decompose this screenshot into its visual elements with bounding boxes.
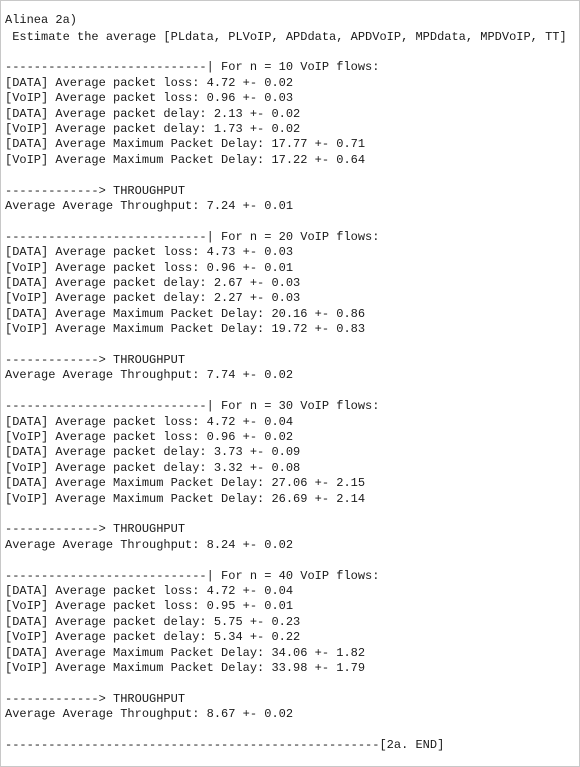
result-line: [VoIP] Average packet loss: 0.96 +- 0.03 — [5, 91, 294, 106]
section-header: ----------------------------| For n = 10… — [5, 60, 380, 75]
result-line: [VoIP] Average packet delay: 1.73 +- 0.0… — [5, 121, 301, 136]
throughput-header: -------------> THROUGHPUT — [5, 352, 186, 367]
section-header: ----------------------------| For n = 20… — [5, 229, 380, 244]
result-line: [DATA] Average packet delay: 2.67 +- 0.0… — [5, 275, 301, 290]
subtitle: Estimate the average [PLdata, PLVoIP, AP… — [5, 30, 567, 44]
throughput-header: -------------> THROUGHPUT — [5, 183, 186, 198]
throughput-header: -------------> THROUGHPUT — [5, 522, 186, 537]
result-line: [DATA] Average packet delay: 2.13 +- 0.0… — [5, 106, 301, 121]
throughput-header: -------------> THROUGHPUT — [5, 691, 186, 706]
result-line: [VoIP] Average Maximum Packet Delay: 19.… — [5, 322, 366, 337]
result-line: [DATA] Average packet loss: 4.72 +- 0.02 — [5, 75, 294, 90]
result-line: [DATA] Average Maximum Packet Delay: 34.… — [5, 645, 366, 660]
footer: ----------------------------------------… — [5, 737, 445, 752]
result-line: [DATA] Average Maximum Packet Delay: 17.… — [5, 137, 366, 152]
result-line: [DATA] Average packet delay: 3.73 +- 0.0… — [5, 445, 301, 460]
result-line: [VoIP] Average packet delay: 5.34 +- 0.2… — [5, 630, 301, 645]
throughput-line: Average Average Throughput: 7.24 +- 0.01 — [5, 198, 294, 213]
throughput-line: Average Average Throughput: 8.67 +- 0.02 — [5, 707, 294, 722]
result-line: [DATA] Average packet loss: 4.72 +- 0.04 — [5, 414, 294, 429]
result-line: [VoIP] Average Maximum Packet Delay: 33.… — [5, 660, 366, 675]
result-line: [VoIP] Average packet loss: 0.95 +- 0.01 — [5, 599, 294, 614]
throughput-line: Average Average Throughput: 7.74 +- 0.02 — [5, 368, 294, 383]
result-line: [VoIP] Average packet delay: 3.32 +- 0.0… — [5, 460, 301, 475]
result-line: [DATA] Average packet loss: 4.72 +- 0.04 — [5, 583, 294, 598]
title: Alinea 2a) — [5, 13, 78, 27]
result-line: [DATA] Average Maximum Packet Delay: 20.… — [5, 306, 366, 321]
result-line: [DATA] Average packet loss: 4.73 +- 0.03 — [5, 245, 294, 260]
result-line: [VoIP] Average packet delay: 2.27 +- 0.0… — [5, 291, 301, 306]
result-line: [VoIP] Average Maximum Packet Delay: 17.… — [5, 152, 366, 167]
section-header: ----------------------------| For n = 40… — [5, 568, 380, 583]
result-line: [VoIP] Average packet loss: 0.96 +- 0.01 — [5, 260, 294, 275]
result-line: [VoIP] Average packet loss: 0.96 +- 0.02 — [5, 429, 294, 444]
result-line: [DATA] Average packet delay: 5.75 +- 0.2… — [5, 614, 301, 629]
result-line: [VoIP] Average Maximum Packet Delay: 26.… — [5, 491, 366, 506]
throughput-line: Average Average Throughput: 8.24 +- 0.02 — [5, 537, 294, 552]
section-header: ----------------------------| For n = 30… — [5, 399, 380, 414]
result-line: [DATA] Average Maximum Packet Delay: 27.… — [5, 476, 366, 491]
